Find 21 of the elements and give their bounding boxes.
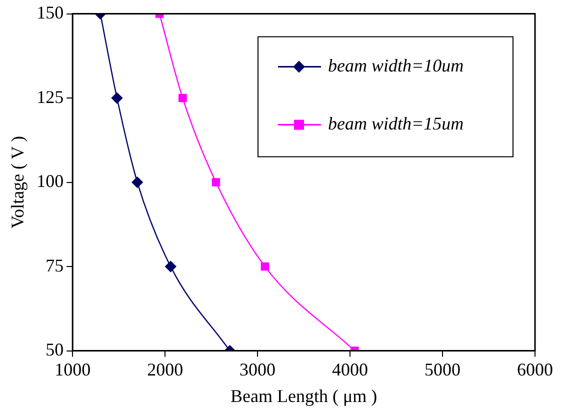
point [111,92,123,104]
x-tick-label: 3000 [240,359,276,380]
y-tick-label: 100 [36,171,64,192]
y-tick-label: 150 [36,2,64,23]
point [212,178,220,186]
point [132,176,143,188]
y-tick-label: 75 [46,255,64,276]
x-tick-label: 1000 [54,359,91,380]
x-tick-label: 2000 [147,359,184,380]
legend-label: beam width=10um [328,56,464,76]
y-tick-label: 125 [36,86,64,107]
x-tick-label: 6000 [517,359,553,380]
point [260,262,270,271]
y-axis-title: Voltage ( V ) [8,136,28,229]
y-tick-label: 50 [46,340,64,360]
x-tick-label: 5000 [424,359,461,380]
legend-label: beam width=15um [328,114,464,134]
x-tick-label: 4000 [332,359,368,380]
point [165,260,176,272]
point [178,94,187,102]
x-axis-title: Beam Length ( μm ) [230,386,378,406]
